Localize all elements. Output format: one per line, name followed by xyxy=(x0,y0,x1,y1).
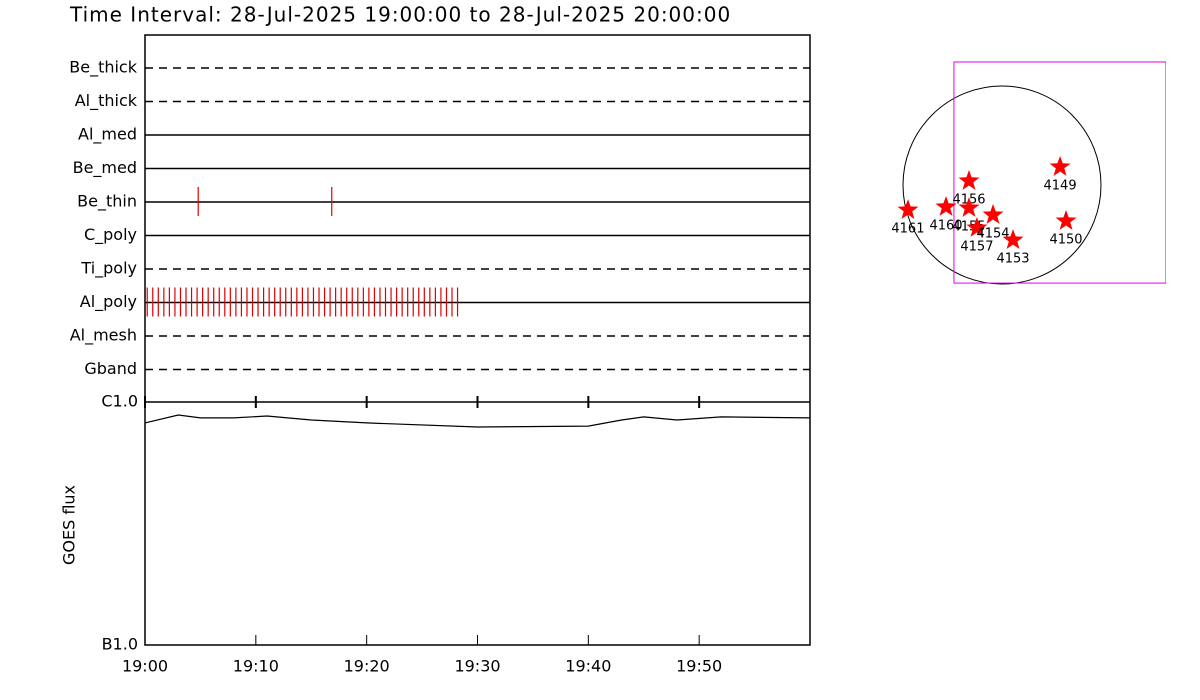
region-label: 4153 xyxy=(996,252,1029,267)
region-label: 4154 xyxy=(976,227,1009,242)
goes-line xyxy=(144,414,811,428)
y-axis-label: GOES flux xyxy=(60,485,79,565)
region-label: 4149 xyxy=(1044,178,1077,193)
active-region xyxy=(982,204,1004,224)
filter-label: Be_thin xyxy=(77,192,137,212)
filter-label: Be_thick xyxy=(69,58,137,78)
active-region xyxy=(897,199,919,219)
plot-frame xyxy=(144,34,811,646)
x-tick-label: 19:00 xyxy=(122,657,168,676)
x-tick-label: 19:10 xyxy=(233,657,279,676)
filter-label: Al_thick xyxy=(75,91,138,111)
filter-label: C_poly xyxy=(84,225,137,245)
field-of-view xyxy=(953,61,1166,284)
x-tick-label: 19:20 xyxy=(344,657,390,676)
active-region xyxy=(935,196,957,216)
solar-limb xyxy=(902,85,1102,285)
region-label: 4157 xyxy=(960,240,993,255)
x-tick-label: 19:30 xyxy=(454,657,500,676)
active-region xyxy=(1002,229,1024,249)
chart-title: Time Interval: 28-Jul-2025 19:00:00 to 2… xyxy=(69,3,731,27)
x-tick-label: 19:50 xyxy=(676,657,722,676)
active-region xyxy=(1049,156,1071,176)
region-label: 4161 xyxy=(891,222,924,237)
y-tick-label: B1.0 xyxy=(102,635,138,654)
filter-label: Ti_poly xyxy=(80,259,137,279)
active-region xyxy=(958,197,980,217)
active-region xyxy=(1055,210,1077,230)
active-region xyxy=(966,217,988,237)
region-label: 4150 xyxy=(1049,232,1082,247)
region-label: 4160 xyxy=(929,218,962,233)
active-region xyxy=(958,170,980,190)
filter-label: Al_med xyxy=(78,125,137,145)
filter-label: Gband xyxy=(84,359,137,378)
x-tick-label: 19:40 xyxy=(565,657,611,676)
filter-label: Al_poly xyxy=(80,292,137,312)
filter-label: Al_mesh xyxy=(70,326,137,346)
filter-label: Be_med xyxy=(73,158,137,178)
y-tick-label: C1.0 xyxy=(101,392,138,411)
